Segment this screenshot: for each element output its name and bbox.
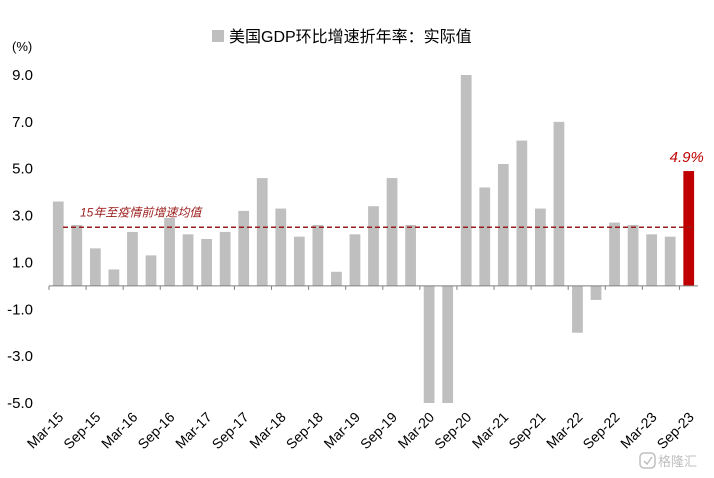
bar [182, 234, 194, 286]
x-tick-label: Mar-20 [395, 409, 438, 452]
bar [386, 178, 398, 286]
bar-highlight [683, 171, 695, 286]
watermark-icon-mark [643, 456, 653, 466]
x-tick-label: Mar-15 [24, 409, 67, 452]
bar [256, 178, 268, 286]
bar [275, 208, 287, 286]
bar [238, 210, 250, 286]
y-axis-ticks: 9.0 7.0 5.0 3.0 1.0 -1.0 -3.0 -5.0 [7, 67, 33, 412]
bar [368, 206, 379, 286]
bar [331, 271, 342, 286]
x-tick-label: Mar-19 [320, 409, 363, 452]
bar [590, 285, 602, 300]
bar [164, 217, 175, 286]
x-tick-label: Mar-17 [172, 409, 215, 452]
bar [609, 222, 620, 286]
y-axis-unit: (%) [12, 39, 32, 54]
x-axis-labels: Mar-15Sep-15Mar-16Sep-16Mar-17Sep-17Mar-… [24, 409, 697, 452]
legend-label: 美国GDP环比增速折年率：实际值 [229, 28, 472, 46]
x-axis-ticks [48, 285, 680, 290]
bar [479, 187, 491, 286]
y-tick-label: -3.0 [7, 348, 33, 365]
bar [572, 285, 583, 333]
y-tick-label: 1.0 [12, 254, 33, 271]
bar [127, 231, 138, 286]
legend: 美国GDP环比增速折年率：实际值 [212, 28, 472, 46]
bar [108, 269, 120, 286]
bar [516, 140, 528, 286]
x-tick-label: Mar-18 [246, 409, 289, 452]
bar-series [52, 75, 695, 403]
bar [349, 234, 361, 286]
bar [460, 75, 472, 286]
bar [664, 236, 676, 286]
bar [219, 231, 231, 286]
last-value-label: 4.9% [670, 149, 704, 166]
x-tick-label: Sep-15 [60, 409, 103, 452]
bar [293, 236, 305, 286]
bar [423, 285, 435, 403]
x-tick-label: Sep-20 [431, 409, 474, 452]
x-tick-label: Sep-18 [283, 409, 326, 452]
x-tick-label: Mar-23 [617, 409, 660, 452]
x-tick-label: Sep-21 [505, 409, 548, 452]
bar [71, 224, 83, 286]
x-tick-label: Sep-23 [654, 409, 697, 452]
x-tick-label: Sep-17 [209, 409, 252, 452]
bar [89, 248, 101, 286]
y-tick-label: -1.0 [7, 301, 33, 318]
y-tick-label: -5.0 [7, 395, 33, 412]
bar [312, 224, 324, 286]
y-tick-label: 5.0 [12, 161, 33, 178]
x-tick-label: Sep-16 [134, 409, 177, 452]
watermark-text: 格隆汇 [658, 454, 697, 469]
y-tick-label: 7.0 [12, 114, 33, 131]
y-tick-label: 3.0 [12, 208, 33, 225]
reference-line-label: 15年至疫情前增速均值 [80, 205, 203, 219]
bar [52, 201, 64, 286]
bar [553, 121, 565, 286]
bar [145, 255, 157, 286]
bar [497, 164, 509, 286]
y-tick-label: 9.0 [12, 67, 33, 84]
x-tick-label: Mar-21 [469, 409, 512, 452]
x-tick-label: Mar-16 [98, 409, 141, 452]
bar [627, 224, 639, 286]
bar [442, 285, 454, 403]
watermark-icon [639, 452, 656, 469]
legend-swatch [212, 30, 224, 42]
bar [201, 239, 212, 286]
x-tick-label: Mar-22 [543, 409, 586, 452]
watermark-logo: 格隆汇 [639, 452, 697, 469]
x-tick-label: Sep-22 [579, 409, 622, 452]
bar [646, 234, 658, 286]
bar [405, 224, 416, 286]
bar [535, 208, 546, 286]
x-tick-label: Sep-19 [357, 409, 400, 452]
